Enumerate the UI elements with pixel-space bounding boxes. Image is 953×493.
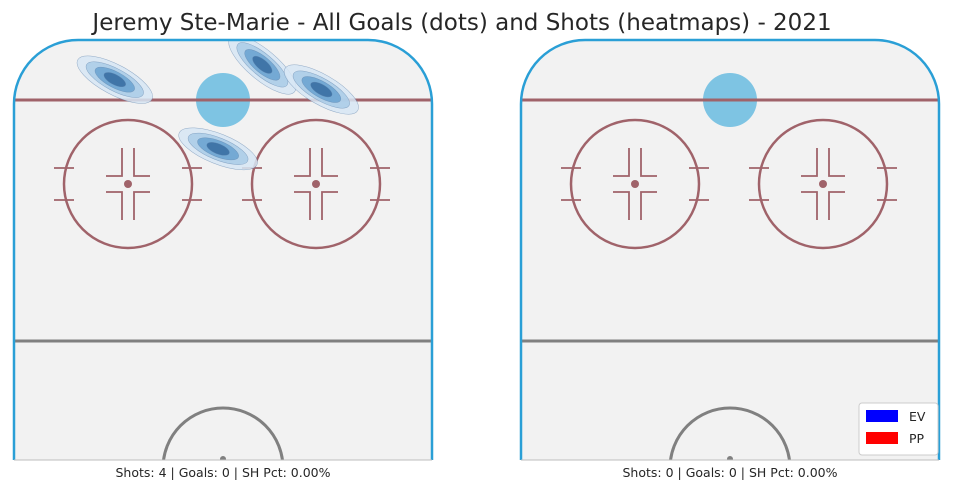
shot-density-1	[228, 40, 297, 95]
faceoff-marker	[321, 148, 338, 177]
faceoff-dot-1	[631, 180, 639, 188]
faceoff-marker	[133, 148, 150, 177]
faceoff-marker	[613, 148, 630, 177]
faceoff-marker	[106, 148, 123, 177]
faceoff-marker	[133, 191, 150, 220]
shot-heat-layer	[76, 40, 359, 171]
legend-label-pp: PP	[909, 431, 925, 446]
center-circle	[668, 406, 792, 460]
faceoff-marker	[801, 191, 818, 220]
faceoff-dot-2	[819, 180, 827, 188]
faceoff-marker	[801, 148, 818, 177]
density-level-4	[206, 142, 230, 156]
faceoff-circle-1	[62, 118, 194, 250]
faceoff-circle-2	[250, 118, 382, 250]
faceoff-dot-1	[124, 180, 132, 188]
center-dot	[220, 456, 226, 460]
faceoff-marker	[294, 148, 311, 177]
shot-density-3	[283, 64, 359, 115]
density-level-4	[103, 72, 126, 88]
legend-label-ev: EV	[909, 409, 926, 424]
shot-density-4	[178, 127, 258, 171]
rink-surface	[14, 40, 432, 460]
faceoff-marker	[640, 148, 657, 177]
shot-density-2	[76, 55, 153, 104]
center-circle	[161, 406, 285, 460]
faceoff-marker	[640, 191, 657, 220]
panel-2-caption: Shots: 0 | Goals: 0 | SH Pct: 0.00%	[622, 465, 837, 480]
rink-panel-2	[519, 38, 941, 461]
rink-surface	[521, 40, 939, 460]
faceoff-marker	[828, 148, 845, 177]
faceoff-marker	[321, 191, 338, 220]
faceoff-circle-2	[757, 118, 889, 250]
faceoff-marker	[828, 191, 845, 220]
faceoff-marker	[613, 191, 630, 220]
legend-swatch-pp	[866, 432, 898, 444]
panel-1-caption: Shots: 4 | Goals: 0 | SH Pct: 0.00%	[115, 465, 330, 480]
legend-swatch-ev	[866, 410, 898, 422]
faceoff-circle-1	[569, 118, 701, 250]
center-dot	[727, 456, 733, 460]
density-level-4	[252, 55, 273, 74]
density-level-4	[310, 81, 333, 98]
faceoff-marker	[294, 191, 311, 220]
rink-boards	[519, 38, 941, 460]
faceoff-marker	[106, 191, 123, 220]
chart-title: Jeremy Ste-Marie - All Goals (dots) and …	[90, 10, 831, 36]
faceoff-dot-2	[312, 180, 320, 188]
rink-panel-1	[12, 38, 434, 461]
legend: EV PP	[858, 402, 939, 456]
rink-boards	[12, 38, 434, 460]
